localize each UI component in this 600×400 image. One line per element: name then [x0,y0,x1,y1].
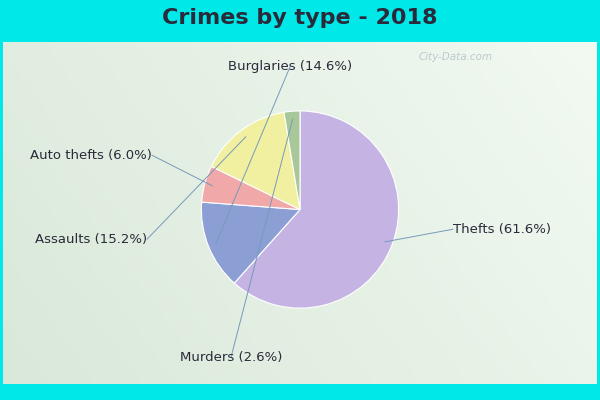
Text: Crimes by type - 2018: Crimes by type - 2018 [162,8,438,28]
Text: Auto thefts (6.0%): Auto thefts (6.0%) [30,149,152,162]
Text: City-Data.com: City-Data.com [418,52,492,62]
Wedge shape [235,111,398,308]
Wedge shape [284,111,300,210]
Wedge shape [202,202,300,283]
Wedge shape [211,112,300,210]
Text: Burglaries (14.6%): Burglaries (14.6%) [228,60,352,73]
Text: Murders (2.6%): Murders (2.6%) [180,351,282,364]
Wedge shape [202,166,300,210]
Text: Assaults (15.2%): Assaults (15.2%) [35,233,147,246]
Text: Thefts (61.6%): Thefts (61.6%) [453,223,551,236]
